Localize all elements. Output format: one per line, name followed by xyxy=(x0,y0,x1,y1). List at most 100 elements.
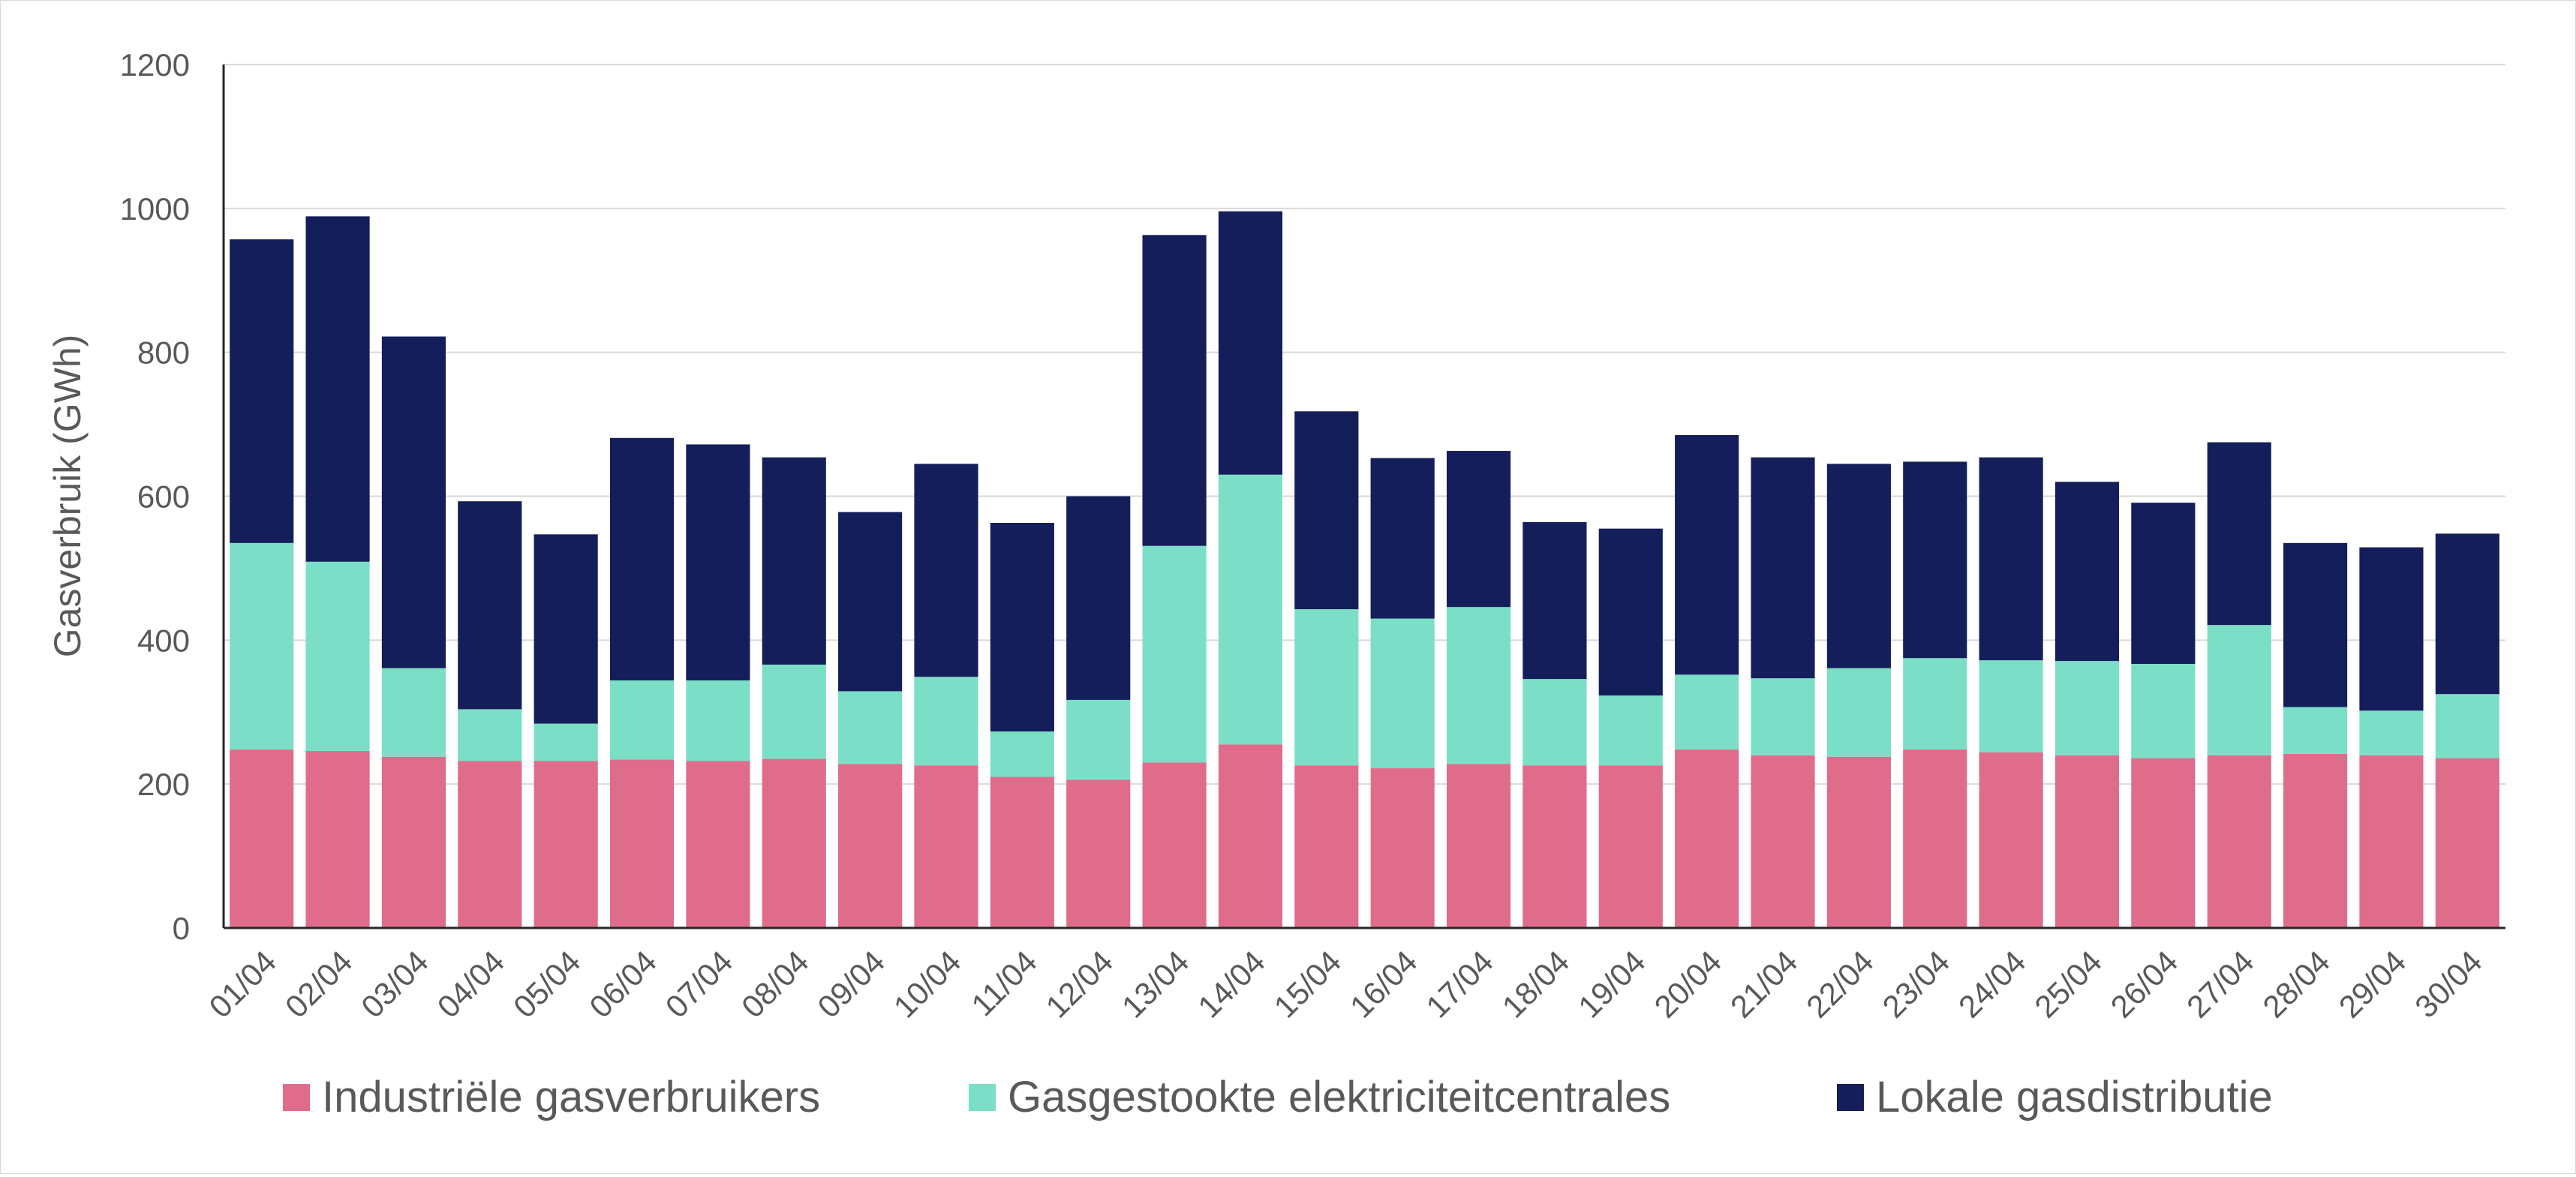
bar-segment-3 xyxy=(1218,211,1283,475)
bar-segment-2 xyxy=(1066,699,1131,780)
x-tick-label: 22/04 xyxy=(1799,944,1880,1025)
bar-segment-2 xyxy=(1979,660,2043,752)
bar-segment-2 xyxy=(609,680,675,760)
bar-segment-2 xyxy=(2207,625,2271,755)
bar-segment-3 xyxy=(1294,411,1359,610)
x-tick-label: 24/04 xyxy=(1952,944,2033,1025)
x-tick-label: 11/04 xyxy=(964,944,1043,1022)
bar-segment-2 xyxy=(1142,545,1207,763)
bar-segment-2 xyxy=(534,723,598,761)
y-axis-label: Gasverbruik (GWh) xyxy=(47,335,89,658)
bar-segment-1 xyxy=(2435,758,2499,928)
bar-segment-1 xyxy=(1218,744,1283,928)
bar-segment-1 xyxy=(2359,755,2424,928)
x-tick-label: 13/04 xyxy=(1115,944,1196,1025)
bar-segment-2 xyxy=(686,680,750,761)
legend-swatch xyxy=(1837,1084,1864,1111)
bar-segment-3 xyxy=(838,512,903,692)
bars xyxy=(230,211,2499,928)
bar-segment-2 xyxy=(1522,679,1587,766)
bar-segment-3 xyxy=(2283,542,2348,707)
legend-label: Gasgestookte elektriciteitcentrales xyxy=(1008,1073,1670,1121)
bar-segment-1 xyxy=(990,776,1054,928)
bar-segment-1 xyxy=(1370,768,1435,928)
legend-label: Industriële gasverbruikers xyxy=(322,1073,820,1121)
bar-segment-1 xyxy=(1979,752,2043,928)
bar-segment-3 xyxy=(2207,442,2271,626)
bar-segment-1 xyxy=(609,759,675,928)
bar-segment-2 xyxy=(458,709,522,761)
bar-segment-2 xyxy=(305,561,370,752)
bar-segment-3 xyxy=(458,501,522,710)
bar-segment-2 xyxy=(1446,607,1511,764)
bar-segment-1 xyxy=(2131,758,2196,928)
bar-segment-2 xyxy=(1751,678,1815,755)
bar-segment-3 xyxy=(1370,458,1435,619)
x-tick-label: 16/04 xyxy=(1343,944,1424,1025)
bar-segment-3 xyxy=(1522,522,1587,680)
bar-segment-2 xyxy=(1294,609,1359,766)
bar-segment-3 xyxy=(1903,461,1967,659)
bar-segment-2 xyxy=(2054,661,2120,755)
y-tick-label: 200 xyxy=(137,767,190,802)
bar-segment-1 xyxy=(2283,753,2348,928)
x-tick-label: 28/04 xyxy=(2256,944,2337,1025)
legend-label: Lokale gasdistributie xyxy=(1876,1073,2273,1121)
bar-segment-1 xyxy=(1751,755,1815,928)
x-tick-label: 05/04 xyxy=(506,944,588,1025)
x-tick-label: 26/04 xyxy=(2104,944,2185,1025)
bar-segment-1 xyxy=(1066,779,1131,928)
y-tick-label: 800 xyxy=(137,335,190,371)
bar-segment-1 xyxy=(230,749,294,928)
y-tick-label: 0 xyxy=(173,911,190,946)
bar-segment-2 xyxy=(1826,668,1891,757)
x-tick-label: 18/04 xyxy=(1495,944,1577,1025)
x-tick-label: 25/04 xyxy=(2027,944,2109,1025)
gridlines xyxy=(224,64,2505,785)
bar-segment-2 xyxy=(990,731,1054,777)
bar-segment-2 xyxy=(381,668,446,757)
x-tick-label: 19/04 xyxy=(1571,944,1652,1025)
bar-segment-2 xyxy=(2359,710,2424,755)
legend: Industriële gasverbruikers Gasgestookte e… xyxy=(283,1073,2273,1121)
x-tick-label: 14/04 xyxy=(1191,944,1272,1025)
bar-segment-3 xyxy=(686,444,750,681)
x-tick-label: 08/04 xyxy=(735,944,816,1025)
x-tick-label: 09/04 xyxy=(810,944,891,1025)
bar-segment-1 xyxy=(534,761,598,928)
bar-segment-3 xyxy=(1142,235,1207,546)
bar-segment-3 xyxy=(2359,547,2424,711)
y-tick-labels: 0 200 400 600 800 1000 1200 xyxy=(120,47,190,946)
y-tick-label: 600 xyxy=(137,479,190,515)
bar-segment-2 xyxy=(1218,474,1283,745)
x-tick-label: 29/04 xyxy=(2332,944,2413,1025)
bar-segment-3 xyxy=(1979,457,2043,661)
bar-segment-3 xyxy=(914,464,978,677)
legend-swatch xyxy=(969,1084,996,1111)
bar-segment-2 xyxy=(2283,707,2348,754)
bar-segment-2 xyxy=(2435,694,2499,758)
y-tick-label: 1200 xyxy=(120,47,190,83)
bar-segment-2 xyxy=(1598,695,1663,766)
x-tick-label: 06/04 xyxy=(582,944,663,1025)
bar-segment-3 xyxy=(305,216,370,562)
bar-segment-3 xyxy=(990,522,1054,732)
x-tick-labels: 01/0402/0403/0404/0405/0406/0407/0408/04… xyxy=(202,944,2488,1025)
bar-segment-2 xyxy=(838,691,903,764)
x-tick-label: 21/04 xyxy=(1724,944,1805,1025)
bar-segment-1 xyxy=(1294,765,1359,928)
bar-segment-1 xyxy=(1142,762,1207,928)
bar-segment-1 xyxy=(458,761,522,928)
bar-segment-1 xyxy=(838,764,903,928)
bar-segment-1 xyxy=(1598,765,1663,928)
x-tick-label: 30/04 xyxy=(2408,944,2489,1025)
x-tick-label: 17/04 xyxy=(1419,944,1500,1025)
y-tick-label: 400 xyxy=(137,623,190,658)
bar-segment-2 xyxy=(1903,658,1967,750)
bar-segment-1 xyxy=(914,765,978,928)
x-tick-label: 03/04 xyxy=(354,944,435,1025)
x-tick-label: 15/04 xyxy=(1267,944,1348,1025)
bar-segment-1 xyxy=(1522,765,1587,928)
bar-segment-1 xyxy=(305,751,370,928)
